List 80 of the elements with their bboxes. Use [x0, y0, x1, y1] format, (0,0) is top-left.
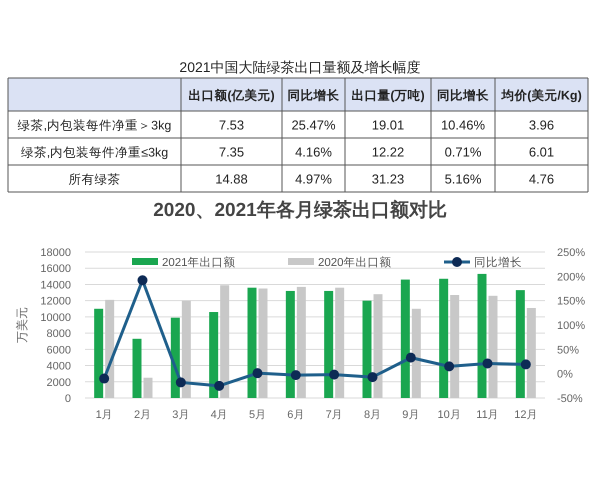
x-tick-label: 4月 [210, 409, 228, 421]
y-tick-label: 6000 [46, 344, 71, 356]
bar [478, 274, 486, 398]
bar [209, 312, 218, 398]
text: 7.53 [218, 118, 244, 132]
y-tick-label: 16000 [40, 263, 71, 276]
category-label: 同比增长 [437, 88, 490, 102]
bar [94, 308, 104, 398]
x-tick-label: 2月 [134, 409, 152, 421]
category-label: 绿茶,内包装每件净重＞3kg [18, 118, 172, 132]
legend-label: 2020年出口额 [318, 255, 392, 269]
x-tick-label: 9月 [402, 409, 420, 421]
bar [362, 300, 372, 398]
y-tick-label: 10000 [40, 312, 71, 324]
category-label: 同比增长 [288, 88, 340, 102]
y-tick-label: 18000 [40, 247, 71, 259]
category-label: 出口额(亿美元) [188, 88, 275, 102]
bar [450, 294, 460, 398]
y-tick-label: 2000 [46, 376, 71, 389]
y-tick-label: 0 [64, 393, 71, 405]
bar [296, 286, 306, 398]
x-tick-label: 12月 [514, 409, 538, 421]
y2-tick-label: 200% [557, 271, 586, 284]
bar [516, 290, 525, 398]
x-tick-label: 7月 [326, 409, 343, 421]
x-tick-label: 10月 [438, 409, 461, 421]
text: 14.88 [215, 172, 248, 186]
y2-tick-label: -50% [557, 393, 583, 405]
bar [488, 296, 498, 398]
bar [220, 285, 230, 398]
x-tick-label: 5月 [248, 409, 266, 421]
text: 7.35 [218, 144, 244, 160]
bar [439, 278, 448, 398]
text: 4.76 [528, 172, 554, 186]
bar [286, 290, 295, 398]
x-tick-label: 1月 [96, 409, 113, 421]
text: 10.46% [440, 118, 486, 132]
bar [132, 338, 142, 398]
category-label: 绿茶,内包装每件净重≤3kg [20, 146, 168, 160]
text: 19.01 [372, 118, 404, 132]
y-tick-label: 12000 [40, 296, 71, 308]
category-label: 出口量(万吨) [351, 88, 425, 102]
bar [374, 294, 382, 398]
bar [400, 280, 410, 398]
y-axis-title: 万美元 [15, 307, 29, 343]
category-label: 均价(美元/Kg) [500, 88, 582, 102]
bar [324, 290, 334, 398]
y2-tick-label: 250% [557, 247, 586, 259]
bar [258, 288, 268, 398]
y2-tick-label: 100% [557, 320, 586, 332]
bar [335, 288, 344, 398]
x-tick-label: 8月 [364, 409, 382, 421]
text: 2021中国大陆绿茶出口量额及增长幅度 [179, 59, 421, 75]
legend-label: 2021年出口额 [162, 255, 236, 269]
y-tick-label: 4000 [46, 360, 71, 373]
y-tick-label: 14000 [40, 279, 71, 292]
text: 25.47% [291, 118, 336, 132]
y-tick-label: 8000 [46, 328, 71, 340]
y2-tick-label: 150% [557, 296, 586, 308]
x-tick-label: 3月 [172, 409, 190, 421]
legend-label: 同比增长 [474, 256, 522, 269]
x-tick-label: 11月 [476, 409, 499, 421]
bar [526, 308, 536, 398]
text: 0.71% [444, 144, 482, 160]
bar [144, 378, 152, 398]
y2-tick-label: 0% [557, 368, 574, 381]
y2-tick-label: 50% [557, 344, 580, 356]
x-tick-label: 6月 [287, 409, 304, 421]
text: 6.01 [528, 144, 554, 160]
text: 5.16% [444, 172, 482, 186]
text: 31.23 [372, 172, 404, 186]
bar [248, 288, 256, 398]
text: 4.97% [295, 172, 332, 186]
bar [182, 300, 191, 398]
text: 12.22 [372, 144, 404, 160]
chart-title: 2020、2021年各月绿茶出口额对比 [153, 199, 447, 221]
bar [412, 308, 421, 398]
text: 4.16% [295, 144, 332, 160]
text: 3.96 [528, 118, 554, 132]
category-label: 所有绿茶 [68, 172, 120, 186]
